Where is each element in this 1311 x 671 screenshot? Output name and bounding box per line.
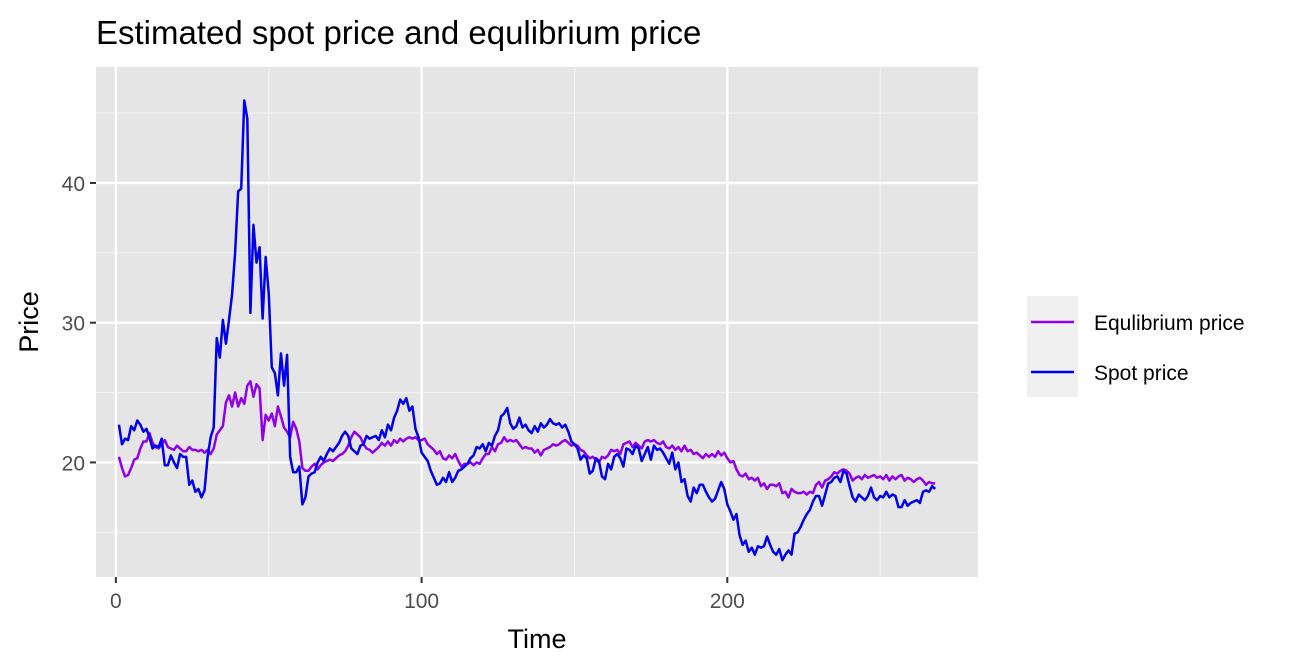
x-axis: 0 100 200 bbox=[110, 577, 745, 613]
y-tick-label: 20 bbox=[62, 452, 85, 475]
chart-title: Estimated spot price and equlibrium pric… bbox=[96, 14, 701, 51]
x-axis-title: Time bbox=[508, 624, 567, 654]
x-tick-label: 100 bbox=[404, 590, 439, 613]
legend-label-0: Equlibrium price bbox=[1094, 312, 1245, 335]
y-axis: 20 30 40 bbox=[62, 173, 96, 475]
series-line-0 bbox=[117, 380, 936, 499]
y-tick-label: 40 bbox=[62, 173, 85, 196]
legend-label-1: Spot price bbox=[1094, 362, 1189, 385]
x-tick-label: 0 bbox=[110, 590, 122, 613]
y-axis-title: Price bbox=[14, 291, 44, 353]
series-line-1 bbox=[117, 99, 937, 562]
y-tick-label: 30 bbox=[62, 313, 85, 336]
x-tick-label: 200 bbox=[710, 590, 745, 613]
legend-key-background bbox=[1027, 296, 1078, 397]
series-layer bbox=[117, 99, 937, 562]
legend: Equlibrium price Spot price bbox=[1027, 296, 1245, 397]
grid-major bbox=[96, 67, 978, 577]
